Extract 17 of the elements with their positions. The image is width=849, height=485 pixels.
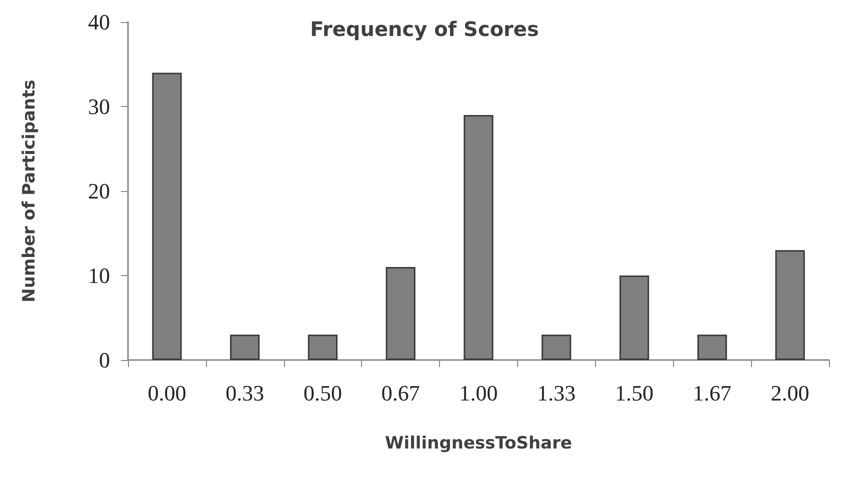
x-tick-label: 0.00 xyxy=(148,380,186,406)
x-axis-title: WillingnessToShare xyxy=(385,434,572,454)
chart-title: Frequency of Scores xyxy=(310,17,539,41)
y-tick-label: 20 xyxy=(88,178,110,204)
x-tick-label: 1.33 xyxy=(537,380,576,406)
y-tick-label: 30 xyxy=(88,94,110,119)
x-tick-label: 0.67 xyxy=(381,380,420,406)
y-tick-label: 40 xyxy=(88,10,110,34)
y-tick-label: 10 xyxy=(88,263,110,288)
y-axis-title: Number of Participants xyxy=(20,80,40,302)
x-tick-label: 1.67 xyxy=(692,380,732,406)
y-tick-label: 0 xyxy=(99,348,110,372)
x-tick-label: 1.50 xyxy=(615,380,654,406)
x-tick-label: 0.50 xyxy=(303,380,342,406)
x-tick-label: 0.33 xyxy=(226,380,264,406)
x-tick-label: 1.00 xyxy=(459,380,498,406)
x-tick-label: 2.00 xyxy=(770,380,810,406)
